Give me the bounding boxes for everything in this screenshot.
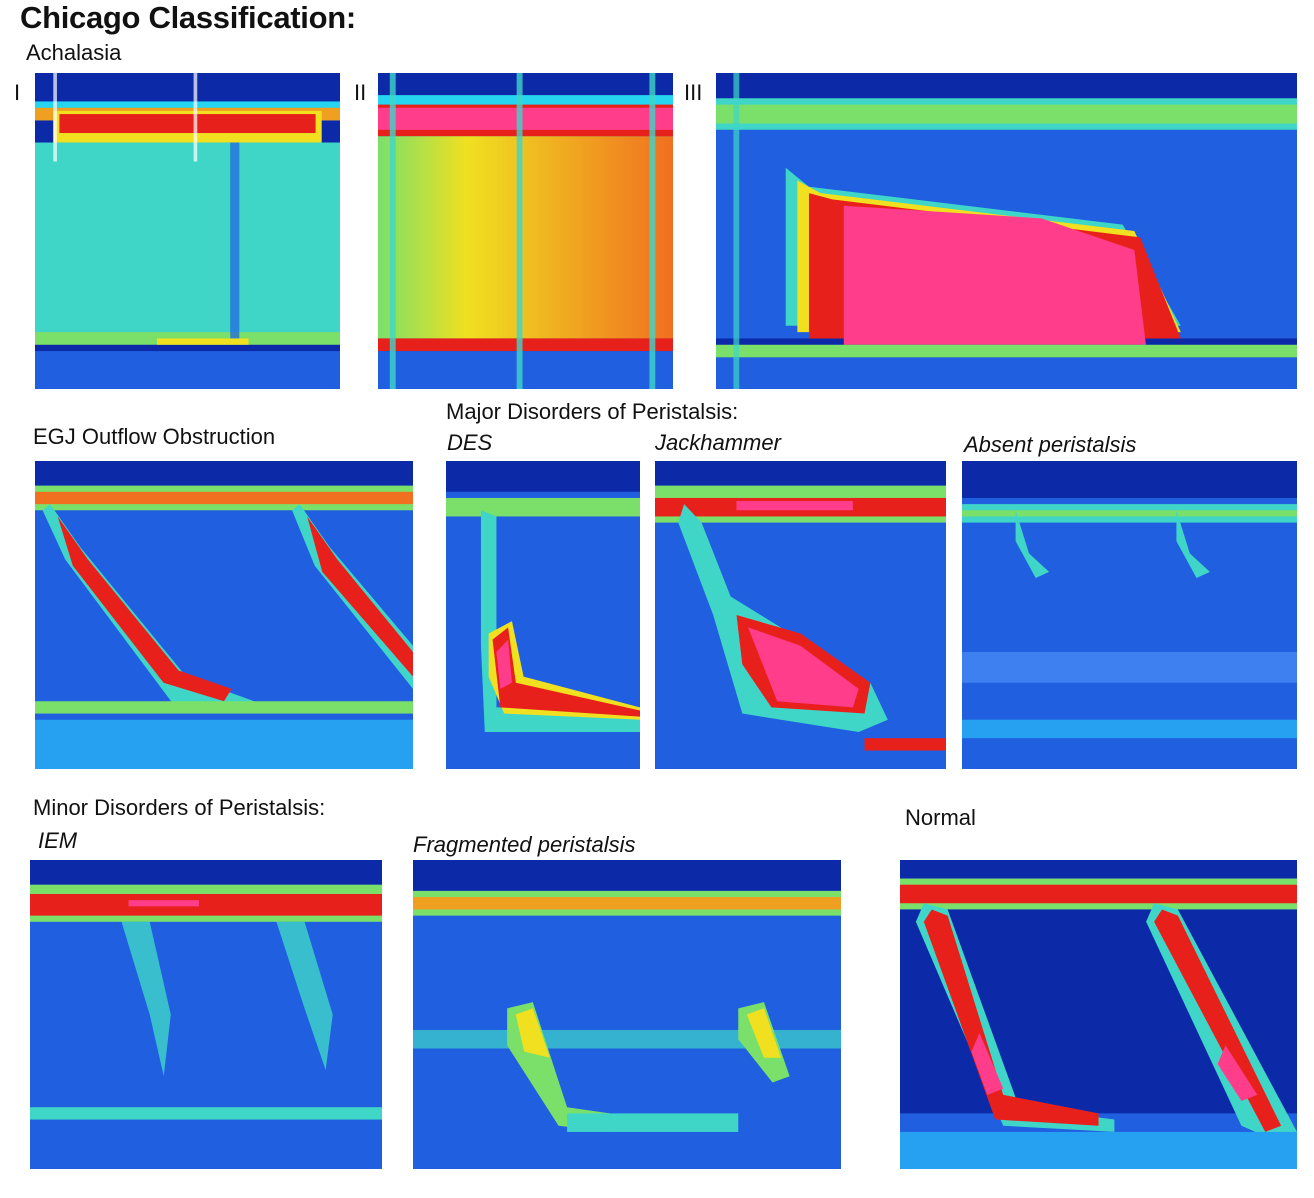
des-plot: [446, 461, 640, 769]
minor-type-iem-label: IEM: [38, 828, 78, 853]
major-type-jackhammer-label: Jackhammer: [655, 430, 781, 455]
achalasia-type-1-label: I: [14, 80, 21, 105]
jackhammer-plot: [655, 461, 946, 769]
achalasia-type-3-plot: [716, 73, 1297, 389]
achalasia-type-2-plot: [378, 73, 673, 389]
absent-peristalsis-plot: [962, 461, 1297, 769]
section-label-normal: Normal: [905, 805, 976, 830]
achalasia-type-1-plot: [35, 73, 340, 389]
major-type-absent-label: Absent peristalsis: [964, 432, 1137, 457]
figure-title: Chicago Classification:: [20, 0, 356, 35]
egj-outflow-plot: [35, 461, 413, 769]
section-label-achalasia: Achalasia: [26, 40, 122, 65]
major-type-des-label: DES: [447, 430, 493, 455]
minor-type-fragmented-label: Fragmented peristalsis: [413, 832, 636, 857]
fragmented-peristalsis-plot: [413, 860, 841, 1169]
iem-plot: [30, 860, 382, 1169]
normal-plot: [900, 860, 1297, 1169]
achalasia-type-3-label: III: [684, 80, 703, 105]
section-label-egj: EGJ Outflow Obstruction: [33, 424, 276, 449]
section-label-minor: Minor Disorders of Peristalsis:: [33, 795, 326, 820]
achalasia-type-2-label: II: [354, 80, 367, 105]
section-label-major: Major Disorders of Peristalsis:: [446, 399, 739, 424]
